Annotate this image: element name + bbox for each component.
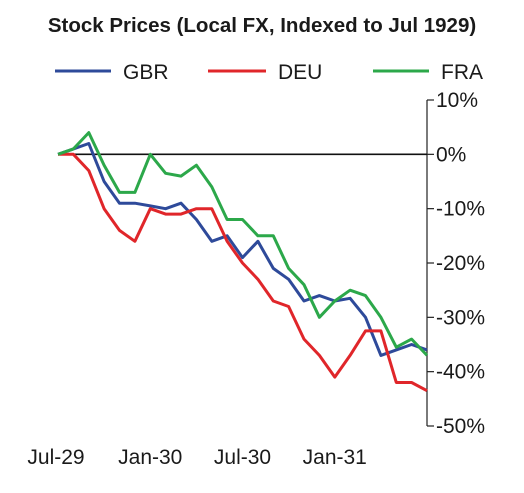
tick-labels: 10% 0% -10% -20% -30% -40% -50% Jul-29 Jan-30 Jul… [27,89,485,469]
y-tick-label: 10% [436,89,478,112]
legend: GBR DEU FRA [55,61,483,84]
series-line-fra [57,131,429,357]
y-tick-label: 0% [436,143,466,166]
x-tick-label: Jul-29 [27,446,84,469]
y-tick-label: -20% [436,252,485,275]
series-lines [57,131,429,393]
y-tick-label: -50% [436,415,485,438]
axes [58,99,434,427]
legend-label-fra: FRA [441,61,483,84]
legend-label-gbr: GBR [123,61,169,84]
y-tick-label: -10% [436,198,485,221]
chart-title: Stock Prices (Local FX, Indexed to Jul 1… [47,14,477,37]
legend-label-deu: DEU [278,61,322,84]
series-line-gbr [57,142,428,357]
y-tick-label: -30% [436,306,485,329]
x-tick-label: Jan-31 [303,446,367,469]
y-tick-label: -40% [436,361,485,384]
x-tick-label: Jan-30 [118,446,182,469]
x-tick-label: Jul-30 [214,446,271,469]
series-line-deu [58,152,428,393]
